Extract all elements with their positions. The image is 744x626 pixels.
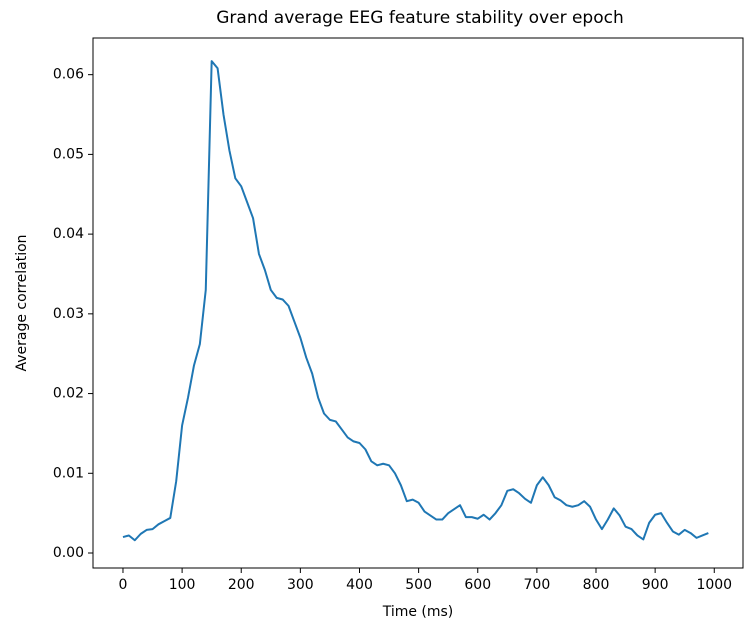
y-axis-label: Average correlation [14, 234, 30, 371]
x-tick-label: 700 [524, 577, 551, 593]
data-line [122, 60, 709, 542]
x-tick-label: 300 [287, 577, 314, 593]
y-tick-label: 0.04 [53, 226, 84, 242]
x-tick-label: 500 [405, 577, 432, 593]
y-tick-label: 0.01 [53, 465, 84, 481]
x-tick-label: 800 [583, 577, 610, 593]
x-axis-label: Time (ms) [382, 604, 454, 620]
x-tick-label: 900 [642, 577, 669, 593]
y-tick-label: 0.06 [53, 67, 84, 83]
x-tick-label: 0 [119, 577, 128, 593]
y-tick-label: 0.02 [53, 386, 84, 402]
y-tick-label: 0.00 [53, 545, 84, 561]
y-tick-label: 0.03 [53, 306, 84, 322]
x-tick-label: 600 [464, 577, 491, 593]
x-tick-label: 1000 [696, 577, 732, 593]
x-tick-label: 100 [169, 577, 196, 593]
y-tick-label: 0.05 [53, 146, 84, 162]
plot-frame [92, 37, 744, 569]
chart-title: Grand average EEG feature stability over… [216, 8, 624, 28]
x-tick-label: 400 [346, 577, 373, 593]
x-tick-label: 200 [228, 577, 255, 593]
